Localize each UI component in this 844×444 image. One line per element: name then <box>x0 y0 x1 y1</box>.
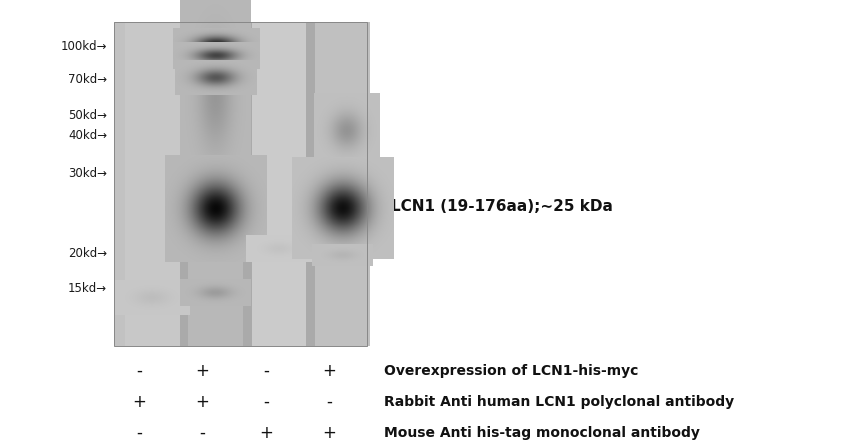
Bar <box>180 22 188 346</box>
Text: -: - <box>137 424 142 442</box>
Text: +: + <box>322 424 336 442</box>
Text: +: + <box>322 362 336 380</box>
Bar <box>252 22 306 346</box>
Text: -: - <box>263 393 268 411</box>
Text: 30kd→: 30kd→ <box>68 166 107 180</box>
Text: 100kd→: 100kd→ <box>61 40 107 53</box>
Text: -: - <box>137 362 142 380</box>
Text: Rabbit Anti human LCN1 polyclonal antibody: Rabbit Anti human LCN1 polyclonal antibo… <box>384 395 734 409</box>
Bar <box>243 22 252 346</box>
Text: -: - <box>327 393 332 411</box>
Text: WWW.PTG.AB.COM: WWW.PTG.AB.COM <box>143 144 152 229</box>
Text: Overexpression of LCN1-his-myc: Overexpression of LCN1-his-myc <box>384 364 638 378</box>
Text: -: - <box>200 424 205 442</box>
Bar <box>114 22 367 346</box>
Text: +: + <box>259 424 273 442</box>
Text: 20kd→: 20kd→ <box>68 246 107 260</box>
Bar <box>125 22 180 346</box>
Bar <box>114 22 367 346</box>
Text: Mouse Anti his-tag monoclonal antibody: Mouse Anti his-tag monoclonal antibody <box>384 426 700 440</box>
Text: 15kd→: 15kd→ <box>68 282 107 295</box>
Text: 50kd→: 50kd→ <box>68 109 107 122</box>
Bar <box>306 22 315 346</box>
Text: 40kd→: 40kd→ <box>68 129 107 142</box>
Text: 70kd→: 70kd→ <box>68 73 107 87</box>
Text: LCN1 (19-176aa);∼25 kDa: LCN1 (19-176aa);∼25 kDa <box>391 199 613 214</box>
Text: +: + <box>196 362 209 380</box>
Bar <box>315 22 370 346</box>
Bar <box>188 22 243 346</box>
Text: -: - <box>263 362 268 380</box>
Text: +: + <box>133 393 146 411</box>
Text: +: + <box>196 393 209 411</box>
